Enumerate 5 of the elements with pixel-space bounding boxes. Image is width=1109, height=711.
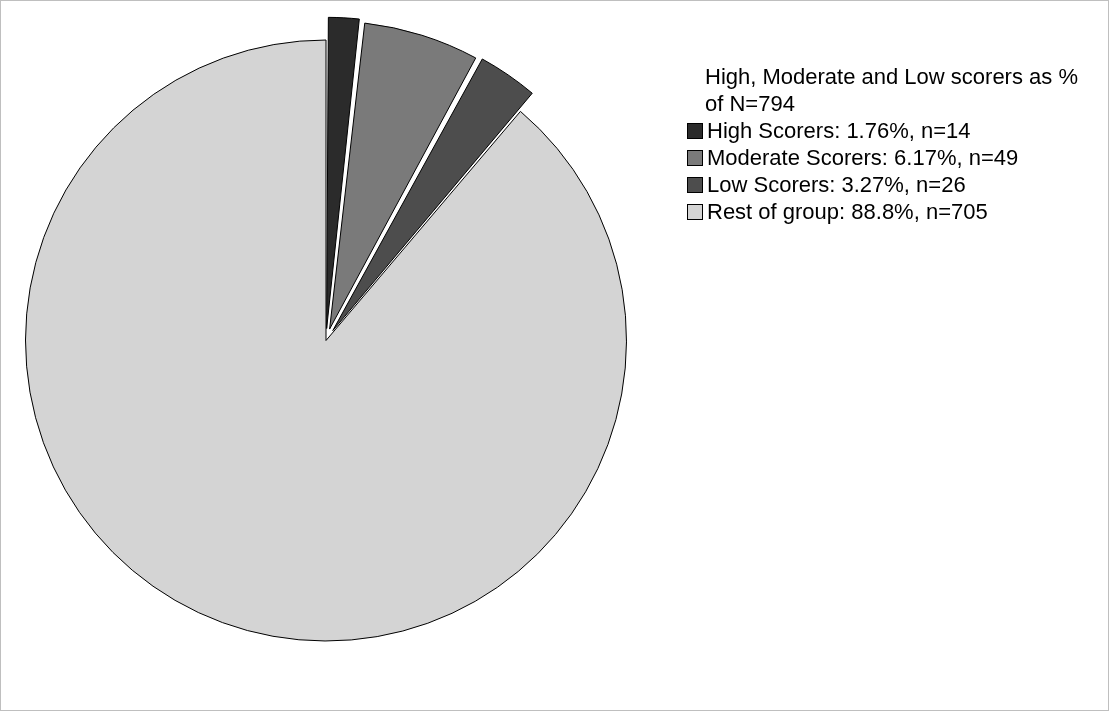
legend-label: Rest of group: 88.8%, n=705	[707, 198, 988, 225]
legend-title: High, Moderate and Low scorers as % of N=794	[704, 63, 1079, 117]
legend-label: High Scorers: 1.76%, n=14	[707, 117, 971, 144]
legend-label: Moderate Scorers: 6.17%, n=49	[707, 144, 1019, 171]
legend-label: Low Scorers: 3.27%, n=26	[707, 171, 966, 198]
